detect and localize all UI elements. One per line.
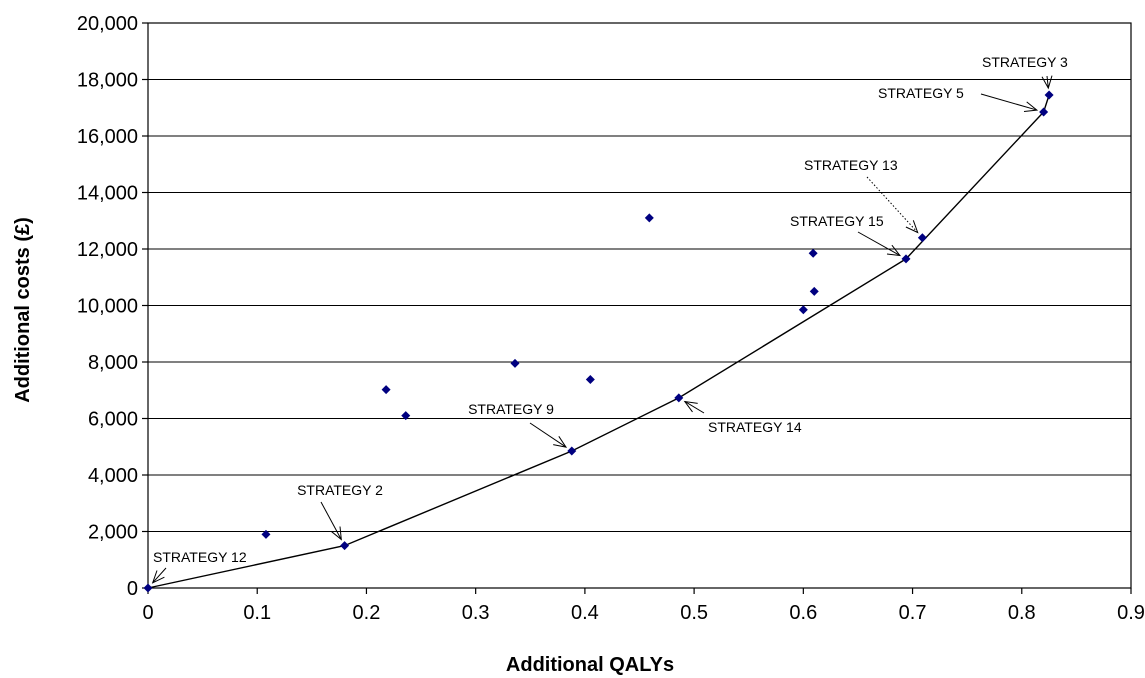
annotations-layer: STRATEGY 12 STRATEGY 2 STRATEGY 9 STRATEGY … [151,54,1068,584]
data-point [1039,107,1049,117]
x-tick-label: 0.5 [680,602,708,624]
y-tick-label: 2,000 [88,522,138,544]
annotation-arrow [320,501,342,540]
data-point [510,358,520,368]
y-tick-label: 12,000 [77,239,138,261]
y-tick-label: 18,000 [77,70,138,92]
annotation-label: STRATEGY 13 [804,157,898,173]
annotation-label: STRATEGY 9 [468,401,554,417]
annotation-arrowhead [886,244,902,257]
data-point [798,305,808,315]
data-point [585,375,595,385]
efficiency-frontier-line [147,94,1050,589]
data-point [809,286,819,296]
x-tick-label: 0.4 [571,602,599,624]
data-point [143,583,153,593]
annotation-label: STRATEGY 14 [708,419,802,435]
y-tick-label: 20,000 [77,13,138,35]
x-tick-label: 0 [142,602,153,624]
data-point [381,385,391,395]
data-point [401,411,411,421]
annotation-label: STRATEGY 12 [153,549,247,565]
data-point [261,529,271,539]
y-tick-label: 16,000 [77,126,138,148]
x-tick-label: 0.6 [789,602,817,624]
y-tick-label: 6,000 [88,409,138,431]
data-point [1044,90,1054,100]
annotation-arrow [529,422,567,448]
annotation-arrow [857,231,901,256]
points-layer [143,90,1054,593]
annotation-arrowhead [1041,75,1053,90]
annotation-label: STRATEGY 2 [297,482,383,498]
data-point [901,254,911,264]
data-point [917,233,927,243]
annotation-label: STRATEGY 3 [982,54,1068,70]
tick-labels-layer: 0 2,000 4,000 6,000 8,000 10,000 12,000 14,000 1… [77,13,1145,624]
grid-layer [148,22,1131,532]
y-tick-label: 10,000 [77,296,138,318]
annotation-arrowhead [1023,101,1039,112]
data-point [567,446,577,456]
plot-frame [147,22,1132,589]
annotation-arrow [152,567,167,584]
annotation-arrow [980,93,1038,111]
y-tick-label: 4,000 [88,465,138,487]
x-tick-label: 0.3 [462,602,490,624]
data-point [644,213,654,223]
annotation-arrowhead [683,400,698,413]
x-tick-label: 0.7 [899,602,927,624]
x-tick-label: 0.8 [1008,602,1036,624]
annotation-arrowhead [553,436,568,448]
x-axis-title: Additional QALYs [506,654,674,676]
annotation-arrowhead [330,526,342,541]
y-tick-label: 8,000 [88,352,138,374]
annotation-label: STRATEGY 5 [878,85,964,101]
x-tick-label: 0.1 [243,602,271,624]
annotation-arrowhead [151,570,165,584]
x-tick-label: 0.9 [1117,602,1145,624]
annotation-label: STRATEGY 15 [790,213,884,229]
x-tick-label: 0.2 [353,602,381,624]
y-tick-label: 14,000 [77,183,138,205]
annotation-arrow [1046,75,1049,89]
y-tick-label: 0 [127,578,138,600]
frontier-layer [147,94,1050,589]
data-point [674,393,684,403]
data-point [340,541,350,551]
data-point [808,248,818,258]
axes-layer [142,22,1132,594]
annotation-arrow [684,401,705,414]
annotation-arrowhead [905,220,919,234]
y-axis-title: Additional costs (£) [12,217,34,403]
